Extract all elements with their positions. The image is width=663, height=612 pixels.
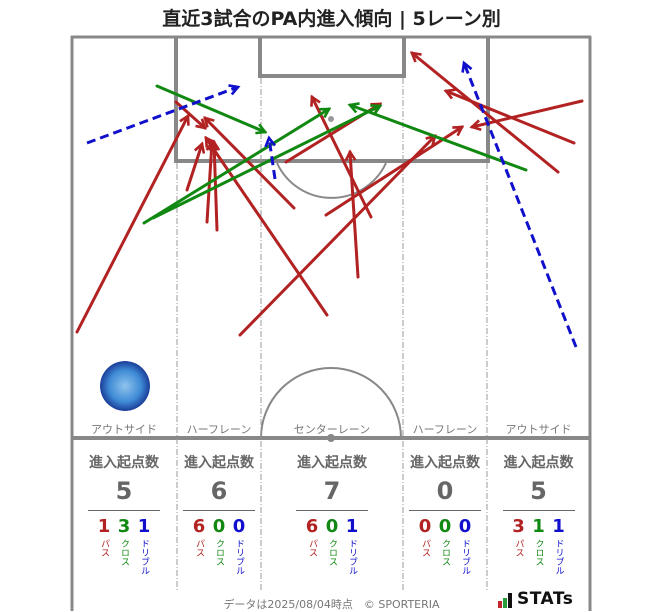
pass-label: パス bbox=[420, 539, 430, 557]
stats-logo: STATs bbox=[498, 590, 573, 608]
pass-label: パス bbox=[99, 539, 109, 557]
dribble-label: ドリブル bbox=[234, 539, 244, 575]
dribble-count: 1 bbox=[345, 516, 359, 537]
dribble-count: 0 bbox=[458, 516, 472, 537]
entries-heading: 進入起点数 bbox=[410, 455, 480, 471]
entries-heading: 進入起点数 bbox=[503, 455, 574, 471]
entries-total: 0 bbox=[436, 477, 454, 505]
divider bbox=[409, 510, 481, 511]
pass-count: 1 bbox=[97, 516, 111, 537]
chart-title: 直近3試合のPA内進入傾向 | 5レーン別 bbox=[162, 8, 501, 30]
club-crest-logo bbox=[100, 361, 150, 411]
cross-label: クロス bbox=[440, 539, 450, 566]
pass-label: パス bbox=[513, 539, 524, 557]
entries-total: 5 bbox=[530, 477, 547, 505]
lane-label-left-outside: アウトサイド bbox=[91, 423, 157, 436]
dribble-arrows bbox=[86, 63, 578, 348]
entries-total: 7 bbox=[323, 477, 341, 505]
pass-count: 3 bbox=[512, 516, 525, 537]
lane-stats-right-outside: 進入起点数 5 3 パス 1 クロス 1 ドリブル bbox=[487, 452, 590, 575]
data-date-footer: データは2025/08/04時点 © SPORTERIA bbox=[223, 598, 440, 611]
bar-chart-icon bbox=[498, 593, 512, 608]
divider bbox=[296, 510, 368, 511]
lane-label-right-halfspace: ハーフレーン bbox=[412, 423, 478, 436]
cross-count: 3 bbox=[117, 516, 131, 537]
dribble-label: ドリブル bbox=[460, 539, 470, 575]
cross-label: クロス bbox=[214, 539, 224, 566]
divider bbox=[502, 510, 575, 511]
cross-label: クロス bbox=[119, 539, 129, 566]
cross-count: 1 bbox=[532, 516, 545, 537]
dribble-label: ドリブル bbox=[139, 539, 149, 575]
lane-dividers bbox=[176, 78, 488, 590]
cross-count: 0 bbox=[212, 516, 226, 537]
entries-heading: 進入起点数 bbox=[184, 455, 254, 471]
dribble-label: ドリブル bbox=[347, 539, 357, 575]
dribble-label: ドリブル bbox=[553, 539, 564, 575]
dribble-count: 0 bbox=[232, 516, 246, 537]
pass-count: 6 bbox=[305, 516, 319, 537]
cross-count: 0 bbox=[438, 516, 452, 537]
lane-stats-left-outside: 進入起点数 5 1 パス 3 クロス 1 ドリブル bbox=[72, 452, 176, 575]
entries-heading: 進入起点数 bbox=[297, 455, 367, 471]
cross-label: クロス bbox=[327, 539, 337, 566]
dribble-count: 1 bbox=[137, 516, 151, 537]
stats-logo-text: STATs bbox=[517, 589, 574, 609]
dribble-count: 1 bbox=[552, 516, 565, 537]
divider bbox=[88, 510, 160, 511]
entries-total: 5 bbox=[115, 477, 133, 505]
lane-stats-center: 進入起点数 7 6 パス 0 クロス 1 ドリブル bbox=[261, 452, 403, 575]
cross-count: 0 bbox=[325, 516, 339, 537]
pitch-lines bbox=[70, 35, 592, 611]
lane-label-right-outside: アウトサイド bbox=[505, 423, 572, 436]
entries-heading: 進入起点数 bbox=[89, 455, 159, 471]
pass-count: 6 bbox=[192, 516, 206, 537]
pass-label: パス bbox=[194, 539, 204, 557]
cross-arrows bbox=[142, 84, 528, 225]
pass-label: パス bbox=[307, 539, 317, 557]
cross-label: クロス bbox=[533, 539, 544, 566]
lane-label-center: センターレーン bbox=[293, 423, 371, 436]
divider bbox=[183, 510, 255, 511]
lane-label-left-halfspace: ハーフレーン bbox=[186, 423, 252, 436]
pass-arrows bbox=[75, 53, 584, 337]
entries-total: 6 bbox=[210, 477, 228, 505]
pass-count: 0 bbox=[418, 516, 432, 537]
lane-stats-left-halfspace: 進入起点数 6 6 パス 0 クロス 0 ドリブル bbox=[177, 452, 261, 575]
lane-stats-right-halfspace: 進入起点数 0 0 パス 0 クロス 0 ドリブル bbox=[403, 452, 487, 575]
